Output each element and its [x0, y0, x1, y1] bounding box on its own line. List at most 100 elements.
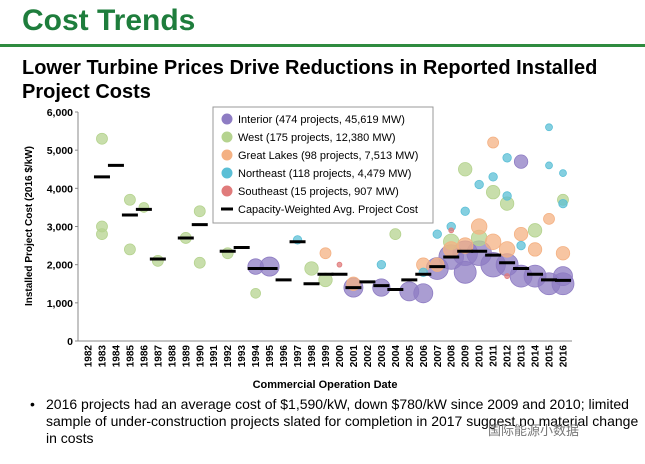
bubble: [319, 247, 332, 260]
title-rule: [0, 44, 645, 47]
x-tick-label: 1993: [237, 345, 248, 368]
chart-title: Lower Turbine Prices Drive Reductions in…: [22, 57, 598, 103]
legend-swatch: [221, 185, 233, 197]
legend-swatch: [221, 113, 233, 125]
bubble: [193, 205, 206, 218]
bubble: [96, 220, 108, 233]
bubble: [502, 191, 512, 201]
x-tick-label: 1988: [167, 345, 178, 368]
x-tick-label: 2009: [461, 345, 472, 368]
x-tick-label: 1995: [265, 345, 276, 368]
bubble: [487, 136, 500, 149]
bubble: [430, 257, 445, 272]
x-tick-label: 2008: [447, 345, 458, 368]
bubble: [389, 228, 402, 241]
bubble: [470, 218, 488, 235]
y-tick-label: 1,000: [47, 298, 73, 310]
bubble: [484, 233, 502, 250]
x-tick-label: 1982: [84, 345, 95, 368]
bubble: [96, 132, 108, 145]
bubble: [124, 243, 136, 256]
bullet-text: 2016 projects had an average cost of $1,…: [30, 396, 645, 447]
x-tick-label: 1983: [97, 345, 108, 368]
bubble: [453, 260, 477, 284]
bubble: [124, 193, 136, 206]
bubble: [504, 273, 510, 279]
y-tick-label: 4,000: [47, 183, 73, 195]
legend-label: Great Lakes (98 projects, 7,513 MW): [238, 150, 418, 162]
legend-swatch: [221, 149, 233, 161]
x-tick-label: 2003: [377, 345, 388, 368]
x-tick-label: 1985: [125, 345, 136, 368]
legend-label: Southeast (15 projects, 907 MW): [238, 186, 399, 198]
x-tick-label: 1991: [209, 345, 220, 368]
bubble: [559, 169, 567, 177]
legend-swatch: [221, 131, 233, 143]
bubble: [545, 161, 553, 170]
x-tick-label: 1996: [279, 345, 290, 368]
bubble: [460, 206, 470, 216]
y-tick-label: 5,000: [47, 145, 73, 157]
bubble: [545, 123, 553, 132]
bubble: [502, 153, 512, 163]
x-tick-label: 2005: [405, 345, 416, 368]
x-tick-label: 1990: [195, 345, 206, 368]
legend: Interior (474 projects, 45,619 MW) West (…: [221, 113, 418, 216]
x-tick-label: 1984: [111, 345, 122, 368]
bubble: [457, 237, 474, 254]
bubble: [304, 261, 319, 276]
y-tick-label: 6,000: [47, 107, 73, 119]
legend-box: [212, 106, 434, 224]
x-tick-label: 1986: [139, 345, 150, 368]
x-tick-label: 2006: [419, 345, 430, 368]
bubble: [221, 247, 234, 260]
x-tick-label: 1998: [307, 345, 318, 368]
bubbles: [96, 123, 575, 304]
bubble: [488, 172, 498, 182]
y-axis-label: Installed Project Cost (2016 $/kW): [24, 146, 35, 306]
watermark: 国际能源小数据: [488, 423, 580, 438]
x-axis-label: Commercial Operation Date: [253, 379, 398, 391]
bubble: [485, 185, 501, 200]
chart: Commercial Operation Date Installed Proj…: [24, 106, 575, 391]
bubble: [543, 212, 555, 225]
x-tick-label: 2002: [363, 345, 374, 368]
bubble: [555, 246, 571, 261]
bubble: [336, 261, 343, 268]
x-tick-label: 2013: [517, 345, 528, 368]
x-tick-label: 2016: [558, 345, 569, 368]
bubble: [513, 226, 529, 242]
legend-label: Interior (474 projects, 45,619 MW): [238, 114, 405, 126]
bubble: [527, 242, 543, 257]
bubble: [193, 256, 206, 269]
bubble: [138, 202, 150, 213]
x-tick-label: 2011: [489, 345, 500, 367]
bubble: [372, 278, 391, 297]
bubble: [250, 287, 261, 299]
x-tick-label: 1992: [223, 345, 234, 368]
y-tick-label: 2,000: [47, 260, 73, 272]
bubble: [432, 229, 442, 239]
x-tick-label: 1994: [251, 345, 262, 368]
x-tick-label: 2007: [433, 345, 444, 368]
bubble: [474, 179, 484, 190]
y-tick-label: 3,000: [47, 222, 73, 234]
x-tick-label: 2012: [503, 345, 514, 368]
x-tick-label: 1999: [321, 345, 332, 368]
bubble: [413, 283, 434, 304]
bubble: [259, 256, 280, 277]
x-tick-label: 2001: [349, 345, 360, 368]
x-tick-label: 1997: [293, 345, 304, 368]
x-tick-label: 1987: [153, 345, 164, 368]
x-tick-label: 2015: [545, 345, 556, 368]
bubble: [458, 162, 473, 177]
legend-label: Capacity-Weighted Avg. Project Cost: [238, 204, 418, 216]
legend-label: Northeast (118 projects, 4,479 MW): [238, 168, 411, 180]
y-tick-label: 0: [67, 336, 73, 348]
bubble: [448, 227, 455, 234]
bubble: [443, 241, 460, 258]
x-tick-label: 2010: [475, 345, 486, 368]
x-tick-label: 2004: [391, 345, 402, 368]
bubble: [151, 254, 164, 267]
